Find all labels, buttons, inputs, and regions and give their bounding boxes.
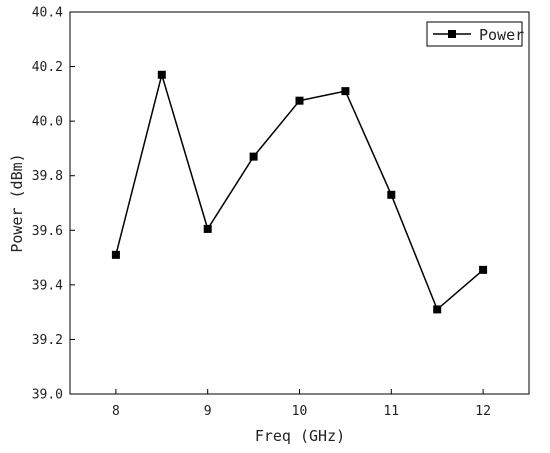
data-point [111, 250, 120, 259]
y-tick-label: 39.0 [32, 388, 63, 403]
data-point [433, 305, 442, 314]
data-point [387, 190, 396, 199]
x-axis-title: Freq (GHz) [255, 427, 345, 445]
data-point [203, 224, 212, 233]
y-axis: 39.0 39.2 39.4 39.6 39.8 40.0 40.2 40.4 [32, 6, 75, 403]
data-point [341, 87, 350, 96]
x-tick-label: 11 [383, 404, 399, 419]
data-point [249, 152, 258, 161]
y-tick-label: 39.6 [32, 224, 63, 239]
x-tick-label: 9 [204, 404, 212, 419]
x-tick-label: 8 [112, 404, 120, 419]
x-tick-label: 10 [292, 404, 308, 419]
legend-marker [448, 30, 456, 38]
series-line [115, 71, 484, 311]
series-layer [111, 70, 488, 314]
x-axis: 8 9 10 11 12 [112, 389, 491, 419]
y-tick-label: 40.0 [32, 115, 63, 130]
y-tick-label: 40.2 [32, 60, 63, 75]
data-point [157, 70, 166, 79]
data-point [295, 96, 304, 105]
legend-box [426, 21, 523, 47]
y-tick-label: 39.4 [32, 278, 63, 293]
legend-label: Power [479, 26, 524, 44]
legend: Power [426, 21, 524, 47]
y-axis-title: Power (dBm) [8, 153, 26, 252]
y-tick-label: 40.4 [32, 6, 63, 21]
x-tick-label: 12 [475, 404, 491, 419]
plot-frame [69, 11, 530, 395]
y-tick-label: 39.2 [32, 333, 63, 348]
data-point [479, 265, 488, 274]
y-tick-label: 39.8 [32, 169, 63, 184]
